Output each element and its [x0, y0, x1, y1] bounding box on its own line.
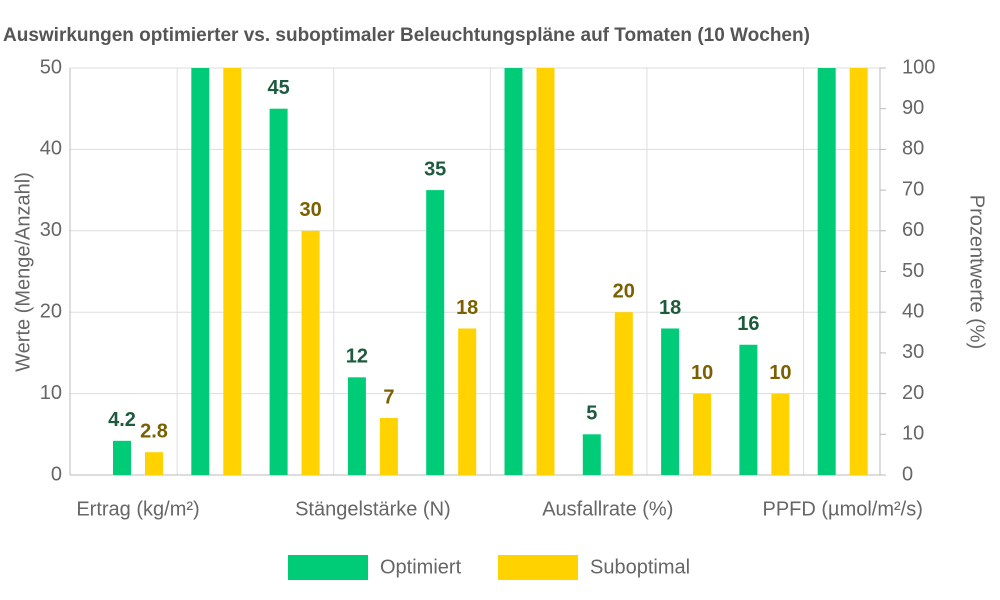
bar	[739, 344, 758, 475]
data-label: 20	[613, 280, 635, 302]
y2-tick-label: 50	[902, 260, 924, 282]
bar	[379, 418, 398, 475]
data-label: 45	[267, 77, 289, 99]
y-tick-label: 50	[40, 56, 62, 78]
bar	[582, 434, 601, 475]
data-label: 12	[346, 346, 368, 368]
y2-tick-label: 10	[902, 423, 924, 445]
bars	[113, 68, 868, 475]
bar	[504, 68, 523, 475]
legend-swatch	[498, 555, 578, 580]
x-tick-label: Ertrag (kg/m²)	[76, 498, 199, 520]
bar	[347, 377, 366, 475]
bar	[145, 452, 163, 475]
y-tick-label: 10	[40, 382, 62, 404]
y-tick-label: 20	[40, 300, 62, 322]
legend-swatch	[288, 555, 368, 580]
data-label: 4.2	[108, 409, 136, 431]
y2-tick-label: 70	[902, 178, 924, 200]
chart-title: Auswirkungen optimierter vs. suboptimale…	[3, 25, 810, 46]
y2-tick-label: 60	[902, 219, 924, 241]
bar	[113, 440, 131, 475]
bar	[614, 312, 633, 475]
y-tick-label: 30	[40, 219, 62, 241]
data-label: 10	[691, 362, 713, 384]
y2-tick-label: 30	[902, 341, 924, 363]
y2-tick-label: 80	[902, 138, 924, 160]
bar	[426, 190, 445, 475]
bar	[301, 230, 320, 475]
bar	[661, 328, 680, 475]
x-tick-label: PPFD (µmol/m²/s)	[762, 498, 922, 520]
y2-tick-label: 90	[902, 97, 924, 119]
bar	[771, 393, 790, 475]
legend-label: Suboptimal	[590, 556, 690, 578]
y-axis-title: Werte (Menge/Anzahl)	[12, 172, 34, 372]
data-label: 18	[456, 297, 478, 319]
y2-tick-label: 100	[902, 56, 935, 78]
data-label: 2.8	[140, 420, 168, 442]
bar	[458, 328, 477, 475]
data-label: 7	[383, 386, 394, 408]
y2-tick-label: 40	[902, 300, 924, 322]
bar	[536, 68, 555, 475]
data-label: 16	[737, 313, 759, 335]
y2-axis-title: Prozentwerte (%)	[966, 195, 988, 350]
data-label: 10	[769, 362, 791, 384]
x-tick-label: Stängelstärke (N)	[295, 498, 451, 520]
bar	[693, 393, 712, 475]
y-tick-label: 40	[40, 138, 62, 160]
bar	[223, 68, 242, 475]
bar	[269, 108, 288, 475]
y2-tick-label: 20	[902, 382, 924, 404]
data-label: 35	[424, 158, 446, 180]
bar	[817, 68, 836, 475]
data-label: 5	[586, 403, 597, 425]
data-label: 18	[659, 297, 681, 319]
y2-tick-label: 0	[902, 463, 913, 485]
bar	[849, 68, 868, 475]
x-tick-label: Ausfallrate (%)	[542, 498, 673, 520]
y-tick-label: 0	[51, 463, 62, 485]
legend-label: Optimiert	[380, 556, 462, 578]
data-label: 30	[299, 199, 321, 221]
bar	[191, 68, 210, 475]
